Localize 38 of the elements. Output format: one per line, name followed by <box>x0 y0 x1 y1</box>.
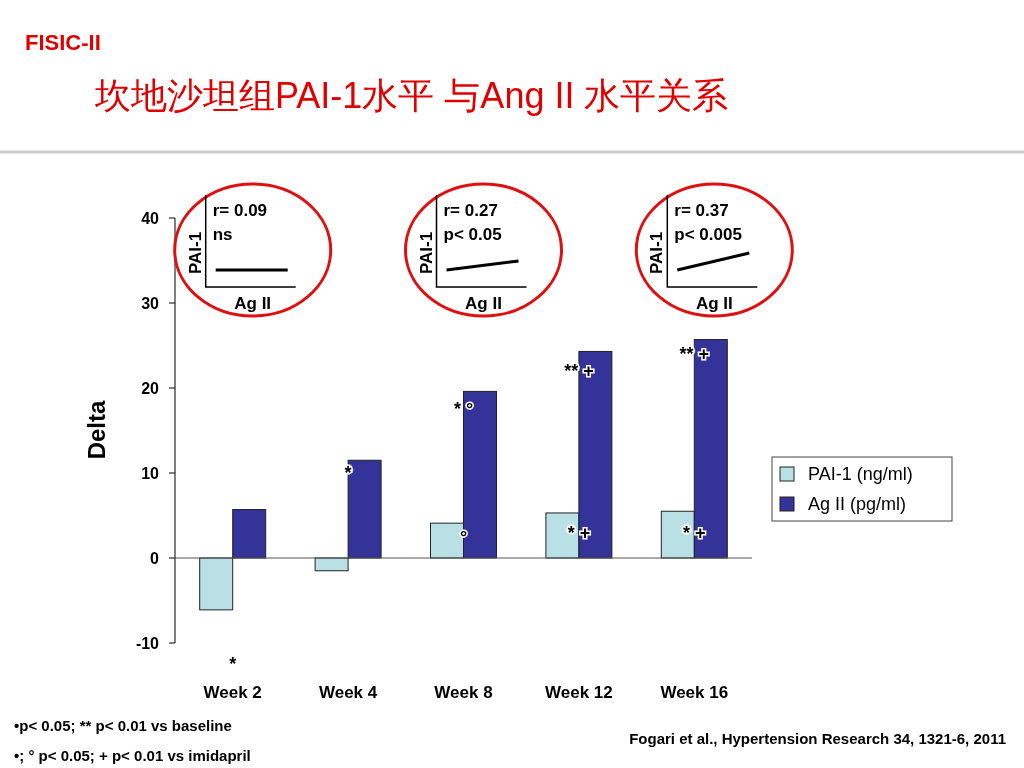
annotation: r= 0.37 <box>674 201 729 220</box>
annotation: PAI-1 <box>647 231 667 275</box>
chart-subtitle: FISIC-II <box>25 30 101 55</box>
x-tick-label: Week 4 <box>318 683 378 702</box>
annotation: ** + <box>564 361 594 381</box>
text: •; ° p< 0.05; + p< 0.01 vs imidapril <box>14 747 251 764</box>
annotation: Ag II <box>465 294 502 313</box>
annotation: * ° <box>453 399 474 420</box>
annotation: PAI-1 <box>416 231 436 275</box>
y-tick-label: 30 <box>141 295 160 312</box>
annotation: Ag II <box>234 294 272 313</box>
annotation: p< 0.05 <box>443 225 502 244</box>
annotation: r= 0.27 <box>443 201 498 220</box>
y-tick-label: 0 <box>150 550 160 567</box>
annotation: r= 0.09 <box>212 201 268 220</box>
annotation: * <box>229 653 237 674</box>
chart-title: 坎地沙坦组PAI-1水平 与Ang II 水平关系 <box>94 75 729 116</box>
x-tick-label: Week 16 <box>660 683 729 702</box>
y-tick-label: -10 <box>135 635 160 652</box>
legend-label: PAI-1 (ng/ml) <box>808 464 913 484</box>
x-tick-label: Week 8 <box>434 683 493 702</box>
annotation: ° <box>459 526 468 547</box>
y-tick-label: 20 <box>141 380 160 397</box>
annotation: * + <box>567 522 591 543</box>
legend-label: Ag II (pg/ml) <box>808 494 907 514</box>
annotation: Ag II <box>695 294 733 313</box>
y-tick-label: 40 <box>141 210 160 227</box>
text: Fogari et al., Hypertension Research 34, 1321-6, 2011 <box>629 730 1006 747</box>
annotation: PAI-1 <box>185 231 205 275</box>
x-tick-label: Week 2 <box>203 683 262 702</box>
x-tick-label: Week 12 <box>545 683 613 702</box>
text: •p< 0.05; ** p< 0.01 vs baseline <box>14 717 232 734</box>
annotation: p< 0.005 <box>674 225 742 244</box>
annotation: ** + <box>679 344 710 364</box>
annotation: ns <box>212 225 233 244</box>
annotation: * + <box>683 522 706 543</box>
y-axis-title: Delta <box>83 400 110 460</box>
y-tick-label: 10 <box>141 465 160 482</box>
